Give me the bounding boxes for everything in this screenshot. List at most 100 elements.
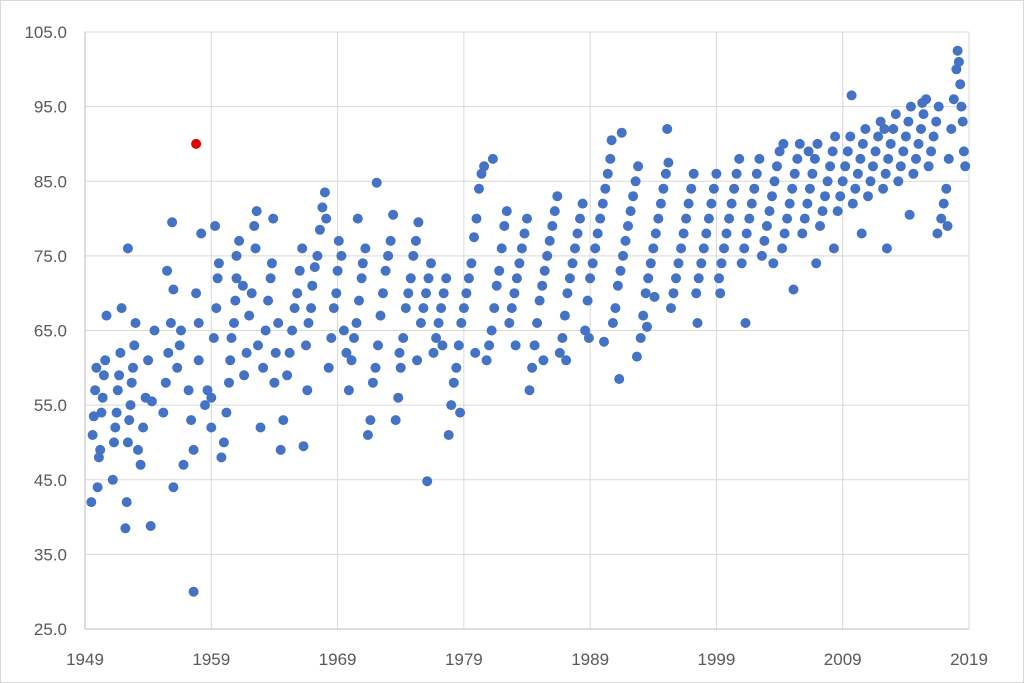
data-point xyxy=(825,161,836,172)
data-point xyxy=(109,437,119,448)
data-point xyxy=(706,198,717,209)
data-point xyxy=(759,235,770,246)
data-point xyxy=(820,191,830,202)
data-point xyxy=(200,400,210,411)
data-point xyxy=(506,303,517,314)
data-point xyxy=(331,288,342,299)
y-tick-label: 45.0 xyxy=(34,471,67,490)
data-point xyxy=(804,183,815,194)
data-point xyxy=(370,362,381,373)
data-point xyxy=(739,243,750,254)
data-point xyxy=(769,176,780,187)
x-tick-label: 1979 xyxy=(445,650,483,669)
data-point xyxy=(761,221,772,231)
data-point xyxy=(188,444,199,455)
data-point xyxy=(338,325,349,336)
tick-labels: 25.0 35.0 45.0 55.0 65.0 75.0 85.0 95.0 105.0 194… xyxy=(24,23,987,669)
data-point xyxy=(360,243,371,254)
data-point xyxy=(303,318,314,328)
data-point xyxy=(298,441,309,452)
data-point xyxy=(509,288,520,299)
data-point xyxy=(893,176,904,187)
data-point xyxy=(306,303,317,314)
data-point xyxy=(772,161,782,172)
y-tick-label: 55.0 xyxy=(34,396,67,415)
data-point xyxy=(287,325,298,336)
data-point xyxy=(196,228,207,239)
data-point xyxy=(367,377,378,388)
data-point xyxy=(371,177,382,188)
data-point xyxy=(736,258,747,269)
data-point xyxy=(307,280,318,291)
data-point xyxy=(319,187,330,198)
data-point xyxy=(428,347,439,358)
data-point xyxy=(97,392,108,403)
data-point xyxy=(715,288,726,299)
data-point xyxy=(850,183,861,194)
y-tick-label: 35.0 xyxy=(34,545,67,564)
data-point xyxy=(328,303,339,314)
data-point xyxy=(830,131,841,142)
data-point xyxy=(822,176,833,187)
data-point xyxy=(145,521,156,531)
data-point xyxy=(633,161,644,172)
data-point xyxy=(716,258,727,269)
data-point xyxy=(437,340,448,351)
data-point xyxy=(486,325,497,336)
data-point xyxy=(501,206,512,217)
data-point xyxy=(246,288,257,299)
data-point xyxy=(559,310,570,321)
data-point xyxy=(451,362,462,373)
data-point xyxy=(552,191,563,202)
data-point xyxy=(278,415,289,426)
data-point xyxy=(857,138,868,149)
data-point xyxy=(900,131,911,142)
data-point xyxy=(635,333,646,343)
data-point xyxy=(612,280,623,291)
data-point xyxy=(224,377,234,388)
data-point xyxy=(408,250,419,261)
data-point xyxy=(422,476,433,487)
data-point xyxy=(352,213,363,224)
data-point xyxy=(116,303,127,314)
data-point xyxy=(230,295,241,306)
data-point xyxy=(273,318,284,328)
data-point xyxy=(534,295,545,306)
data-point xyxy=(948,94,959,105)
data-point xyxy=(688,168,699,179)
data-point xyxy=(269,377,280,388)
data-point xyxy=(88,411,99,422)
data-point xyxy=(149,325,160,336)
data-point xyxy=(577,198,588,209)
data-point xyxy=(268,213,279,224)
data-point xyxy=(193,318,204,328)
data-point xyxy=(241,347,252,358)
data-point xyxy=(696,258,707,269)
data-point xyxy=(731,168,742,179)
data-point xyxy=(942,221,953,231)
data-point xyxy=(931,116,942,127)
data-point xyxy=(837,176,848,187)
data-point xyxy=(686,183,697,194)
data-point xyxy=(883,153,894,164)
data-point xyxy=(711,168,722,179)
data-point xyxy=(206,422,217,433)
data-point xyxy=(112,385,123,396)
data-point xyxy=(658,183,669,194)
data-point xyxy=(93,452,104,463)
data-point xyxy=(126,377,137,388)
data-point xyxy=(107,474,118,485)
data-point xyxy=(130,318,141,328)
data-point xyxy=(213,258,224,269)
data-point xyxy=(210,221,221,231)
data-point xyxy=(671,273,681,284)
data-point xyxy=(840,161,851,172)
data-point xyxy=(703,213,714,224)
data-point xyxy=(904,209,915,220)
data-point xyxy=(494,265,505,276)
data-point xyxy=(341,347,352,358)
data-point xyxy=(178,459,189,470)
data-point xyxy=(714,273,724,284)
data-point xyxy=(955,79,966,90)
